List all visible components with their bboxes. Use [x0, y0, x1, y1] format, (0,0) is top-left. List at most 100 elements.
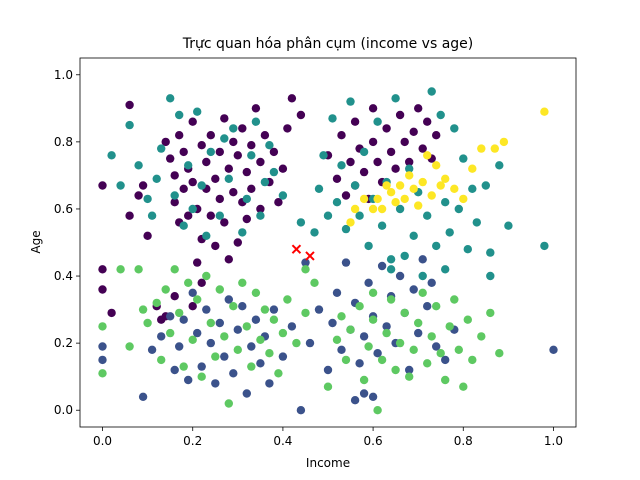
data-point-cluster-2 [179, 221, 188, 230]
data-point-cluster-3 [170, 265, 179, 274]
data-point-cluster-0 [215, 147, 224, 157]
data-point-cluster-0 [373, 157, 382, 167]
data-point-cluster-1 [414, 328, 423, 338]
data-point-cluster-4 [350, 204, 360, 214]
data-point-cluster-2 [260, 177, 270, 187]
data-point-cluster-2 [166, 94, 175, 103]
data-point-cluster-0 [269, 147, 279, 157]
data-point-cluster-0 [197, 278, 206, 287]
data-point-cluster-0 [432, 131, 441, 140]
data-point-cluster-2 [486, 248, 495, 257]
data-point-cluster-0 [296, 110, 306, 120]
data-point-cluster-0 [391, 164, 400, 173]
data-point-cluster-2 [454, 204, 463, 214]
data-point-cluster-3 [125, 342, 134, 351]
data-point-cluster-0 [414, 104, 423, 113]
data-point-cluster-2 [269, 167, 279, 177]
data-point-cluster-4 [346, 218, 355, 227]
data-point-cluster-2 [143, 194, 152, 204]
data-point-cluster-3 [368, 315, 378, 324]
data-point-cluster-2 [427, 87, 436, 96]
data-point-cluster-2 [224, 174, 233, 183]
data-point-cluster-2 [175, 110, 184, 120]
data-point-cluster-2 [296, 218, 306, 227]
data-point-cluster-2 [147, 211, 157, 220]
plot-frame [79, 57, 577, 428]
data-point-cluster-3 [310, 278, 319, 287]
data-point-cluster-1 [332, 288, 342, 297]
data-point-cluster-4 [459, 194, 468, 204]
data-point-cluster-1 [184, 375, 193, 385]
data-point-cluster-4 [499, 137, 509, 147]
x-axis-label: Income [306, 456, 350, 470]
data-point-cluster-4 [423, 151, 432, 160]
data-point-cluster-3 [391, 365, 400, 375]
x-tick-label: 1.0 [544, 434, 563, 448]
data-point-cluster-0 [229, 137, 238, 147]
data-point-cluster-3 [377, 355, 387, 365]
data-point-cluster-0 [188, 117, 197, 126]
data-point-cluster-0 [98, 265, 107, 274]
data-point-cluster-4 [359, 194, 369, 204]
data-point-cluster-3 [179, 362, 188, 371]
data-point-cluster-4 [377, 204, 387, 214]
data-point-cluster-2 [238, 228, 247, 237]
data-point-cluster-2 [116, 181, 125, 190]
data-point-cluster-0 [193, 258, 202, 267]
data-point-cluster-2 [400, 251, 409, 261]
data-point-cluster-0 [161, 137, 170, 147]
data-point-cluster-0 [423, 117, 432, 126]
centroid-marker [291, 244, 302, 254]
data-point-cluster-3 [215, 285, 224, 294]
data-point-cluster-3 [463, 315, 472, 324]
data-point-cluster-3 [98, 369, 107, 378]
data-point-cluster-3 [423, 359, 432, 368]
data-point-cluster-3 [450, 295, 459, 304]
data-point-cluster-2 [436, 110, 445, 120]
data-point-cluster-0 [211, 174, 220, 183]
data-point-cluster-1 [377, 261, 387, 271]
data-point-cluster-3 [445, 322, 454, 331]
data-point-cluster-0 [278, 164, 288, 173]
data-point-cluster-3 [341, 355, 351, 365]
data-point-cluster-4 [450, 184, 459, 193]
data-point-cluster-3 [395, 338, 405, 348]
data-point-cluster-0 [166, 154, 175, 163]
data-point-cluster-0 [125, 100, 134, 110]
data-point-cluster-3 [432, 302, 441, 311]
data-point-cluster-1 [147, 345, 157, 354]
data-point-cluster-2 [332, 198, 342, 207]
data-point-cluster-0 [215, 194, 224, 204]
data-point-cluster-2 [107, 151, 116, 160]
data-point-cluster-2 [504, 221, 513, 230]
data-point-cluster-2 [157, 144, 166, 153]
data-point-cluster-4 [405, 171, 414, 180]
data-point-cluster-1 [373, 349, 382, 358]
data-point-cluster-4 [432, 161, 441, 170]
x-tick-label: 0.6 [364, 434, 383, 448]
data-point-cluster-3 [382, 328, 391, 338]
data-point-cluster-0 [220, 114, 229, 123]
data-point-cluster-3 [323, 382, 333, 391]
data-point-cluster-1 [409, 285, 418, 294]
data-point-cluster-2 [386, 255, 396, 264]
data-point-cluster-0 [368, 137, 378, 147]
data-point-cluster-1 [287, 322, 297, 331]
data-point-cluster-3 [359, 375, 369, 385]
data-point-cluster-2 [395, 204, 405, 214]
data-point-cluster-4 [409, 184, 418, 193]
data-point-cluster-0 [256, 204, 265, 214]
data-point-cluster-1 [229, 369, 238, 378]
data-point-cluster-2 [242, 194, 251, 204]
data-point-cluster-3 [454, 345, 463, 354]
data-point-cluster-2 [278, 191, 288, 200]
data-point-cluster-2 [152, 174, 161, 183]
data-point-cluster-4 [418, 177, 427, 187]
data-point-cluster-3 [161, 285, 170, 294]
centroid-layer [291, 244, 315, 261]
data-point-cluster-3 [206, 318, 215, 328]
data-point-cluster-1 [427, 278, 436, 287]
data-point-cluster-0 [175, 131, 184, 140]
x-axis-ticks: 0.0 0.2 0.4 0.6 0.8 1.0 [93, 427, 563, 448]
